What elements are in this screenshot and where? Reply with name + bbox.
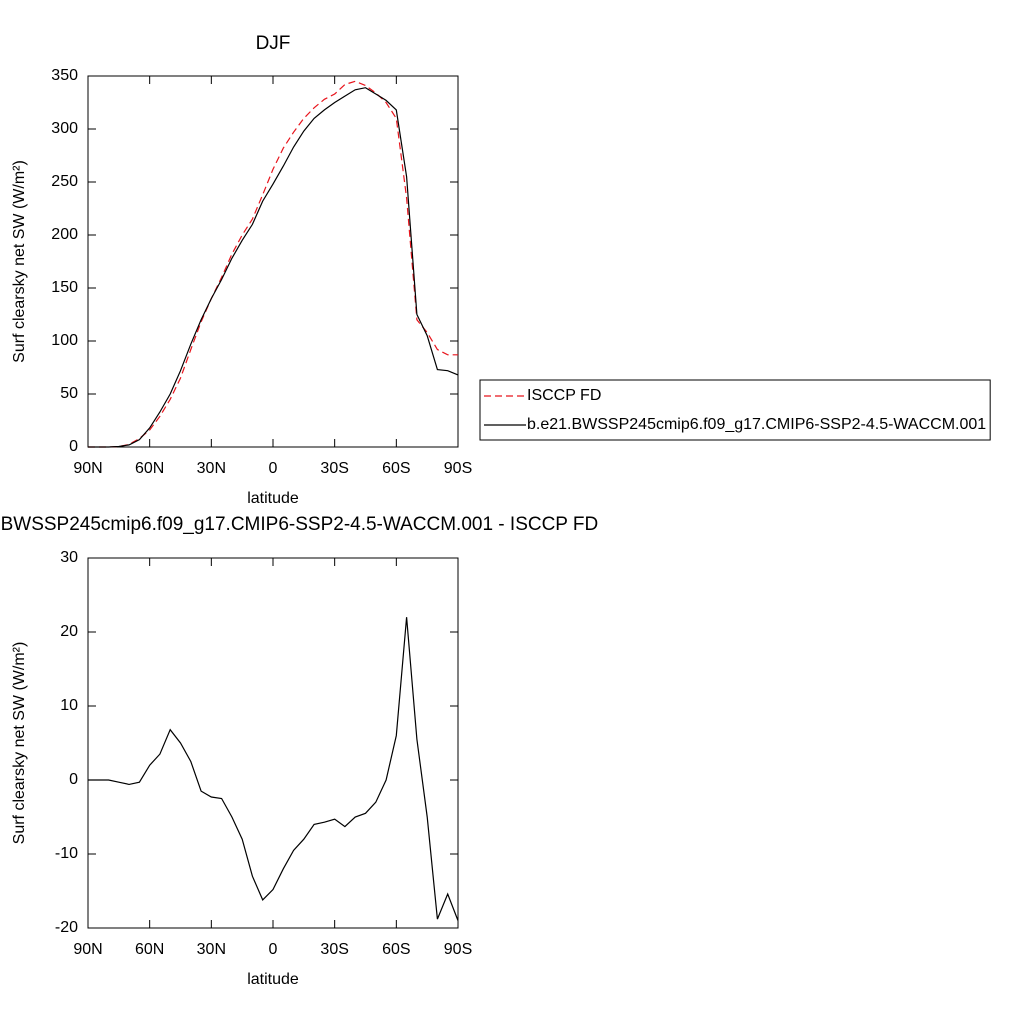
chart-title: b.e21.BWSSP245cmip6.f09_g17.CMIP6-SSP2-4… <box>0 514 598 535</box>
data-line <box>88 80 458 448</box>
y-tick-label: 10 <box>60 697 78 714</box>
legend-box <box>479 379 991 441</box>
y-tick-label: 250 <box>51 173 78 190</box>
plot-frame <box>87 75 459 448</box>
x-tick-label: 0 <box>269 460 278 477</box>
data-line <box>88 617 459 921</box>
x-tick-label: 90S <box>444 941 472 958</box>
x-tick-label: 90N <box>73 460 102 477</box>
plot-frame <box>87 557 459 929</box>
x-axis-label: latitude <box>247 490 299 507</box>
y-tick-label: 100 <box>51 332 78 349</box>
x-tick-label: 60N <box>135 460 164 477</box>
x-tick-label: 30S <box>320 460 348 477</box>
x-tick-label: 30S <box>320 941 348 958</box>
x-axis-label: latitude <box>247 971 299 988</box>
chart-title: DJF <box>256 33 291 54</box>
x-tick-label: 90N <box>73 941 102 958</box>
y-tick-label: 150 <box>51 279 78 296</box>
y-axis-label: Surf clearsky net SW (W/m²) <box>11 160 28 363</box>
y-tick-label: 300 <box>51 120 78 137</box>
y-tick-label: 30 <box>60 549 78 566</box>
x-tick-label: 60S <box>382 460 410 477</box>
y-tick-label: 350 <box>51 67 78 84</box>
x-tick-label: 60S <box>382 941 410 958</box>
y-tick-label: 0 <box>69 771 78 788</box>
x-tick-label: 30N <box>197 941 226 958</box>
legend: ISCCP FD b.e21.BWSSP245cmip6.f09_g17.CMIP… <box>479 379 991 441</box>
x-tick-label: 60N <box>135 941 164 958</box>
y-axis-label: Surf clearsky net SW (W/m²) <box>11 642 28 845</box>
legend-label: ISCCP FD <box>527 387 601 404</box>
y-tick-label: -10 <box>55 845 78 862</box>
y-tick-label: 200 <box>51 226 78 243</box>
data-line <box>88 87 459 448</box>
x-tick-label: 90S <box>444 460 472 477</box>
y-tick-label: -20 <box>55 919 78 936</box>
y-tick-label: 20 <box>60 623 78 640</box>
x-tick-label: 0 <box>269 941 278 958</box>
legend-label: b.e21.BWSSP245cmip6.f09_g17.CMIP6-SSP2-4… <box>527 416 986 433</box>
x-tick-label: 30N <box>197 460 226 477</box>
y-tick-label: 0 <box>69 438 78 455</box>
y-tick-label: 50 <box>60 385 78 402</box>
